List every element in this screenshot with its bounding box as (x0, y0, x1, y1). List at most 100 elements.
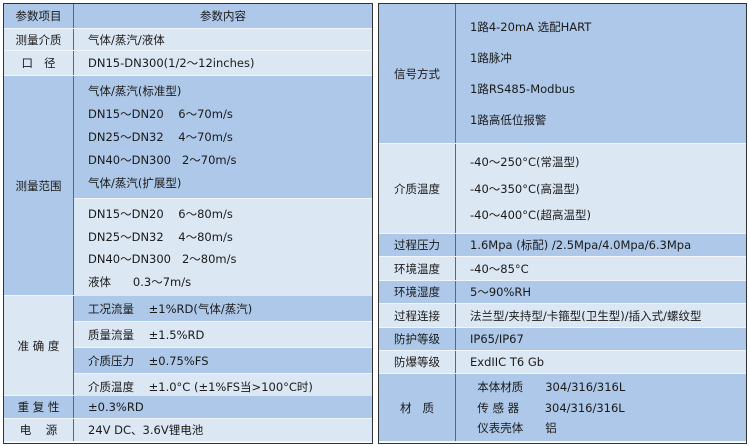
value-text: ExdIIC T6 Gb (470, 355, 545, 369)
value-text: DN40～DN300 2～80m/s (88, 252, 237, 267)
value-text: 介质压力 ±0.75%FS (88, 353, 209, 368)
sub-row: ±0.3%RD (74, 396, 372, 418)
value-text: 液体 0.3～7m/s (88, 275, 192, 290)
sub-row: 介质温度 ±1.0°C (±1%FS当>100°C时) (74, 374, 372, 399)
sub-row: 介质压力 ±0.75%FS (74, 348, 372, 374)
value-text: 气体/蒸汽(标准型) (88, 84, 182, 98)
value-text: 1.6Mpa (标配) /2.5Mpa/4.0Mpa/6.3Mpa (470, 238, 692, 252)
sub-row: -40～85°C (456, 257, 746, 280)
table-row: 测量介质 气体/蒸汽/液体 (4, 29, 372, 51)
spec-table-left: 参数项目 参数内容 测量介质 气体/蒸汽/液体口 径 DN15-DN300(1/2～… (3, 3, 373, 444)
row-content: 本体材质 304/316/316L 传 感 器 304/316/316L 仪表壳… (456, 374, 746, 441)
table-header: 参数项目 参数内容 (4, 4, 372, 29)
value-text: DN25～DN32 4～70m/s (88, 130, 233, 144)
value-text: DN25～DN32 4～80m/s (88, 229, 233, 244)
value-text: 仪表壳体 铝 (470, 421, 557, 436)
value-text: 1路RS485-Modbus (470, 82, 576, 96)
value-text: -40～400°C(超高温型) (470, 207, 591, 222)
row-label: 防爆等级 (379, 351, 456, 373)
table-row: 测量范围 气体/蒸汽(标准型) DN15～DN20 6～70m/s DN25～DN32… (4, 76, 372, 297)
table-row: 材 质 本体材质 304/316/316L 传 感 器 304/316/316L… (379, 374, 746, 442)
sub-row: -40～250°C(常温型) -40～350°C(高温型) -40～400°C(超高… (456, 144, 746, 233)
row-content: 工况流量 ±1%RD(气体/蒸汽) 质量流量 ±1.5%RD 介质压力 ±0.75%… (74, 296, 372, 399)
value-text: 法兰型/夹持型/卡箍型(卫生型)/插入式/螺纹型 (470, 308, 702, 323)
sub-row: 24V DC、3.6V锂电池 (74, 419, 372, 441)
table-row: 防爆等级 ExdIIC T6 Gb (379, 351, 746, 374)
sub-row: 1路4-20mA 选配HART 1路脉冲 1路RS485-Modbus 1路高低位报警 (456, 4, 746, 143)
value-text: DN15～DN20 6～80m/s (88, 206, 233, 221)
row-label: 介质温度 (379, 144, 456, 233)
value-text: 介质温度 ±1.0°C (±1%FS当>100°C时) (88, 379, 313, 394)
sub-row: IP65/IP67 (456, 328, 746, 350)
row-label: 口 径 (4, 51, 74, 75)
table-row: 信号方式 1路4-20mA 选配HART 1路脉冲 1路RS485-Modbus 1路高… (379, 4, 746, 144)
value-text: 1路高低位报警 (470, 113, 547, 127)
sub-row: DN15～DN20 6～80m/s DN25～DN32 4～80m/s DN40～D… (74, 199, 372, 297)
sub-row: 气体/蒸汽/液体 (74, 29, 372, 50)
value-text: ±0.3%RD (88, 400, 144, 414)
value-text: 气体/蒸汽/液体 (88, 32, 165, 47)
row-content: ExdIIC T6 Gb (456, 351, 746, 373)
value-text: 24V DC、3.6V锂电池 (88, 423, 204, 437)
value-text: DN40～DN300 2～70m/s (88, 153, 237, 167)
table-row: 过程压力 1.6Mpa (标配) /2.5Mpa/4.0Mpa/6.3Mpa (379, 234, 746, 257)
table-row: 环境湿度 5～90%RH (379, 281, 746, 304)
row-label: 环境温度 (379, 257, 456, 280)
header-content: 参数内容 (200, 9, 246, 23)
row-content: DN15-DN300(1/2～12inches) (74, 51, 372, 75)
value-text: 质量流量 ±1.5%RD (88, 327, 205, 342)
row-label: 测量介质 (4, 29, 74, 50)
value-text: -40～85°C (470, 261, 529, 276)
sub-row: ExdIIC T6 Gb (456, 351, 746, 373)
row-content: -40～85°C (456, 257, 746, 280)
row-label: 电 源 (4, 419, 74, 441)
row-content: 5～90%RH (456, 281, 746, 303)
row-content: IP65/IP67 (456, 328, 746, 350)
sub-row: 本体材质 304/316/316L 传 感 器 304/316/316L 仪表壳… (456, 374, 746, 441)
value-text: 1路脉冲 (470, 51, 512, 65)
table-row: 重 复 性 ±0.3%RD (4, 396, 372, 419)
value-text: 传 感 器 304/316/316L (470, 400, 625, 415)
table-row: 口 径 DN15-DN300(1/2～12inches) (4, 51, 372, 76)
row-content: 气体/蒸汽(标准型) DN15～DN20 6～70m/s DN25～DN32 4～7… (74, 76, 372, 297)
sub-row: 质量流量 ±1.5%RD (74, 322, 372, 348)
row-content: 法兰型/夹持型/卡箍型(卫生型)/插入式/螺纹型 (456, 304, 746, 327)
row-label: 重 复 性 (4, 396, 74, 418)
row-content: 1.6Mpa (标配) /2.5Mpa/4.0Mpa/6.3Mpa (456, 234, 746, 256)
sub-row: DN15-DN300(1/2～12inches) (74, 51, 372, 75)
table-row: 电 源 24V DC、3.6V锂电池 (4, 419, 372, 442)
sub-row: 气体/蒸汽(标准型) DN15～DN20 6～70m/s DN25～DN32 4～7… (74, 76, 372, 199)
row-content: 气体/蒸汽/液体 (74, 29, 372, 50)
row-label: 材 质 (379, 374, 456, 441)
value-text: DN15～DN20 6～70m/s (88, 107, 233, 121)
sub-row: 工况流量 ±1%RD(气体/蒸汽) (74, 296, 372, 322)
table-row: 防护等级 IP65/IP67 (379, 328, 746, 351)
row-content: -40～250°C(常温型) -40～350°C(高温型) -40～400°C(超高… (456, 144, 746, 233)
value-text: 本体材质 304/316/316L (470, 379, 626, 394)
row-label: 环境湿度 (379, 281, 456, 303)
table-row: 准 确 度工况流量 ±1%RD(气体/蒸汽) 质量流量 ±1.5%RD 介质压力 ±… (4, 296, 372, 399)
table-row: 环境温度 -40～85°C (379, 257, 746, 281)
value-text: IP65/IP67 (470, 332, 524, 346)
row-content: ±0.3%RD (74, 396, 372, 418)
sub-row: 5～90%RH (456, 281, 746, 303)
value-text: 1路4-20mA 选配HART (470, 20, 592, 34)
header-item: 参数项目 (4, 4, 74, 28)
row-label: 信号方式 (379, 4, 456, 143)
value-text: 5～90%RH (470, 285, 532, 299)
row-content: 1路4-20mA 选配HART 1路脉冲 1路RS485-Modbus 1路高低位报警 (456, 4, 746, 143)
row-label: 测量范围 (4, 76, 74, 295)
table-row: 介质温度 -40～250°C(常温型) -40～350°C(高温型) -40～400°… (379, 144, 746, 234)
row-label: 过程连接 (379, 304, 456, 327)
row-label: 过程压力 (379, 234, 456, 256)
value-text: -40～250°C(常温型) (470, 155, 580, 170)
spec-table-right: 信号方式 1路4-20mA 选配HART 1路脉冲 1路RS485-Modbus 1路高… (378, 3, 747, 444)
value-text: 工况流量 ±1%RD(气体/蒸汽) (88, 301, 253, 316)
row-label: 准 确 度 (4, 296, 74, 395)
sub-row: 法兰型/夹持型/卡箍型(卫生型)/插入式/螺纹型 (456, 304, 746, 327)
value-text: DN15-DN300(1/2～12inches) (88, 56, 255, 70)
value-text: 气体/蒸汽(扩展型) (88, 176, 182, 190)
sub-row: 1.6Mpa (标配) /2.5Mpa/4.0Mpa/6.3Mpa (456, 234, 746, 256)
value-text: -40～350°C(高温型) (470, 181, 580, 196)
table-row: 过程连接 法兰型/夹持型/卡箍型(卫生型)/插入式/螺纹型 (379, 304, 746, 328)
